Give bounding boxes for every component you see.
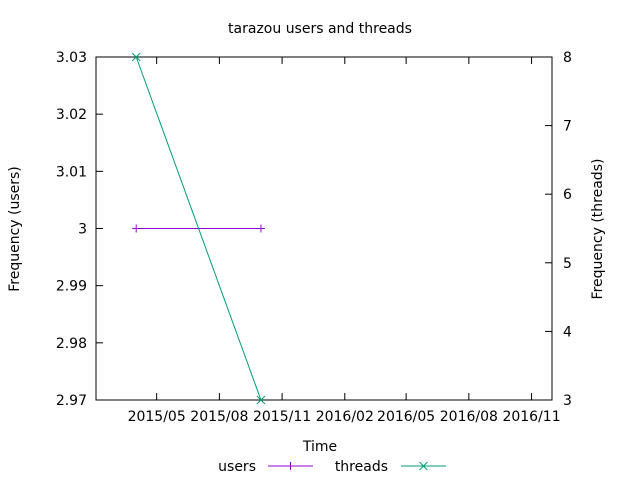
series-threads-point bbox=[131, 52, 141, 62]
series-threads-line bbox=[135, 56, 262, 401]
y-right-axis: 3 4 5 6 7 8 bbox=[545, 50, 572, 409]
legend-label-threads: threads bbox=[335, 459, 388, 475]
y-right-tick-label: 3 bbox=[563, 393, 572, 409]
y-right-axis-label: Frequency (threads) bbox=[590, 159, 606, 300]
x-tick-label: 2016/08 bbox=[440, 409, 498, 425]
series-threads-point bbox=[256, 395, 266, 405]
x-tick-label: 2015/11 bbox=[253, 409, 311, 425]
legend-marker-users bbox=[286, 462, 295, 470]
x-axis: 2015/05 2015/08 2015/11 2016/02 2016/05 2016/… bbox=[128, 57, 561, 425]
y-left-tick-label: 2.98 bbox=[56, 336, 87, 352]
legend-marker-threads bbox=[419, 461, 428, 471]
y-right-tick-label: 7 bbox=[563, 119, 572, 135]
y-left-tick-label: 2.97 bbox=[56, 393, 87, 409]
y-right-tick-label: 6 bbox=[563, 187, 572, 203]
y-left-axis: 2.97 2.98 2.99 3 3.01 3.02 3.03 bbox=[56, 50, 103, 409]
y-left-tick-label: 3.02 bbox=[56, 107, 87, 123]
series-users-point bbox=[256, 224, 265, 233]
series-layer bbox=[131, 52, 266, 405]
x-tick-label: 2016/05 bbox=[377, 409, 435, 425]
x-tick-label: 2016/02 bbox=[316, 409, 374, 425]
y-left-tick-label: 3.01 bbox=[56, 164, 87, 180]
y-left-tick-label: 2.99 bbox=[56, 279, 87, 295]
x-tick-label: 2015/08 bbox=[190, 409, 248, 425]
x-tick-label: 2015/05 bbox=[128, 409, 186, 425]
y-right-tick-label: 4 bbox=[563, 324, 572, 340]
series-users-point bbox=[132, 224, 141, 233]
y-right-tick-label: 8 bbox=[563, 50, 572, 66]
y-left-axis-label: Frequency (users) bbox=[7, 166, 23, 292]
chart-title: tarazou users and threads bbox=[228, 21, 412, 37]
x-axis-label: Time bbox=[302, 439, 337, 455]
legend: users threads bbox=[218, 459, 446, 475]
y-right-tick-label: 5 bbox=[563, 256, 572, 272]
x-tick-label: 2016/11 bbox=[502, 409, 560, 425]
y-left-tick-label: 3 bbox=[78, 222, 87, 238]
y-left-tick-label: 3.03 bbox=[56, 50, 87, 66]
legend-label-users: users bbox=[218, 459, 256, 475]
